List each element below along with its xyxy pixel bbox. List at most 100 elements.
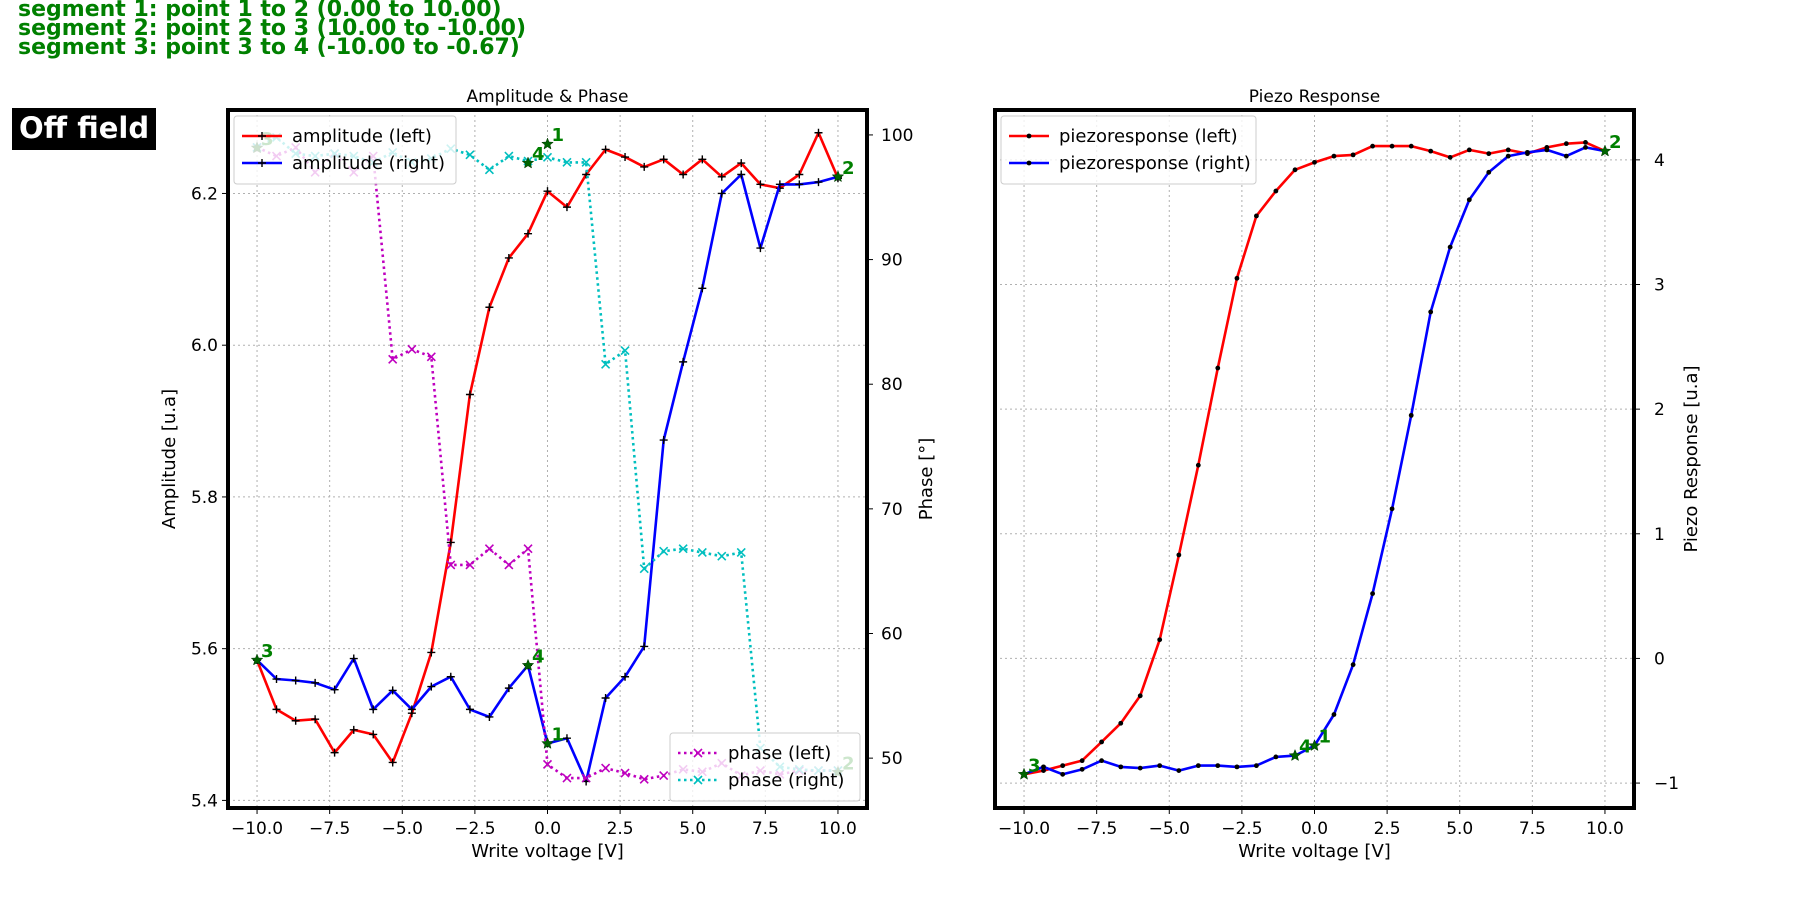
data-point — [1370, 591, 1375, 597]
data-point — [272, 705, 281, 714]
x-tick-label: −10.0 — [998, 819, 1050, 839]
data-point — [697, 547, 707, 558]
y2-tick-label: 90 — [881, 251, 903, 271]
data-point — [446, 560, 456, 570]
point-marker — [1308, 739, 1321, 752]
data-point — [640, 162, 649, 171]
legend-marker — [258, 159, 266, 167]
data-point — [1099, 758, 1104, 764]
data-point — [1563, 141, 1569, 147]
x-tick-label: 10.0 — [819, 819, 857, 839]
data-point — [639, 564, 649, 574]
y2-axis-label: Phase [°] — [916, 438, 937, 521]
data-point — [698, 155, 707, 164]
data-point — [698, 284, 707, 293]
data-point — [621, 672, 630, 681]
point-label: 3 — [261, 641, 274, 662]
data-point — [756, 244, 765, 253]
data-point — [1428, 309, 1434, 315]
chart-panel-2: −10.0 −7.5 −5.0 −2.5 0.0 2.5 5.0 7.5 10.0 −1 0 1 2 3 4… — [993, 87, 1702, 862]
series-line — [1023, 141, 1606, 776]
data-point — [1099, 739, 1104, 745]
data-point — [1505, 147, 1511, 153]
y-axis-label: Amplitude [u.a] — [159, 389, 180, 529]
data-point — [1215, 365, 1221, 371]
data-point — [1447, 244, 1453, 250]
point-label: 3 — [1028, 755, 1041, 776]
data-point — [1370, 143, 1375, 149]
data-point — [737, 170, 746, 179]
y2-tick-label: 50 — [881, 749, 903, 769]
data-point — [504, 684, 513, 693]
chart-title: Amplitude & Phase — [467, 87, 629, 107]
data-point — [407, 344, 417, 354]
legend-amplitude: amplitude (left) amplitude (right) — [233, 115, 457, 185]
data-point — [678, 544, 688, 554]
data-point — [1195, 462, 1201, 468]
data-point — [601, 693, 610, 702]
data-point — [1157, 637, 1163, 643]
legend-label: phase (left) — [728, 743, 831, 764]
y-tick-label: 2 — [1654, 400, 1665, 420]
point-marker — [831, 170, 845, 183]
data-point — [775, 180, 784, 189]
data-point — [427, 682, 436, 691]
data-point — [542, 152, 553, 162]
x-tick-label: 5.0 — [679, 819, 706, 839]
data-point — [1466, 197, 1472, 203]
legend-label: phase (right) — [728, 770, 844, 791]
point-marker — [521, 156, 535, 169]
y-tick-label: 6.0 — [191, 336, 218, 356]
data-point — [1273, 754, 1279, 760]
x-tick-label: 10.0 — [1586, 819, 1624, 839]
x-tick-label: 2.5 — [607, 819, 634, 839]
x-tick-label: 0.0 — [1301, 819, 1328, 839]
y-tick-label: 5.8 — [191, 488, 218, 508]
data-point — [679, 357, 688, 366]
data-point — [388, 354, 398, 364]
data-point — [1389, 143, 1395, 149]
data-point — [349, 725, 358, 734]
point-marker — [521, 658, 535, 671]
y-axis-label: Piezo Response [u.a] — [1681, 365, 1702, 552]
data-point — [291, 716, 300, 725]
data-point — [1060, 763, 1066, 769]
data-point — [1312, 159, 1317, 165]
series-amplitude-right- — [253, 170, 842, 786]
data-point — [1041, 768, 1046, 774]
data-point — [524, 229, 533, 238]
data-point — [426, 352, 436, 362]
data-point — [1350, 152, 1356, 158]
data-point — [1331, 712, 1337, 717]
data-point — [542, 759, 553, 769]
data-point — [1544, 147, 1550, 153]
x-tick-label: 7.5 — [752, 819, 779, 839]
legend-marker — [258, 132, 266, 140]
x-tick-label: −2.5 — [454, 819, 495, 839]
segment-2-text: segment 2: point 2 to 3 (10.00 to -10.00… — [18, 16, 527, 41]
series-line — [255, 131, 840, 764]
data-point — [1583, 140, 1588, 145]
y2-tick-label: 100 — [881, 126, 913, 146]
data-point — [601, 359, 611, 369]
data-point — [465, 390, 474, 399]
data-point — [523, 544, 533, 554]
point-marker — [541, 736, 554, 749]
data-point — [1563, 153, 1569, 159]
data-point — [795, 180, 804, 189]
data-point — [737, 159, 746, 168]
point-marker — [541, 137, 554, 150]
x-axis-label: Write voltage [V] — [471, 841, 624, 862]
data-point — [407, 705, 416, 714]
data-point — [1195, 763, 1201, 769]
data-point — [620, 345, 630, 356]
data-point — [1118, 764, 1124, 770]
y2-tick-label: 80 — [881, 375, 903, 395]
data-point — [814, 128, 823, 137]
point-marker — [1288, 748, 1302, 762]
data-point — [485, 303, 494, 312]
data-point — [640, 642, 649, 651]
legend-label: amplitude (right) — [292, 153, 445, 174]
data-point — [1254, 213, 1259, 219]
